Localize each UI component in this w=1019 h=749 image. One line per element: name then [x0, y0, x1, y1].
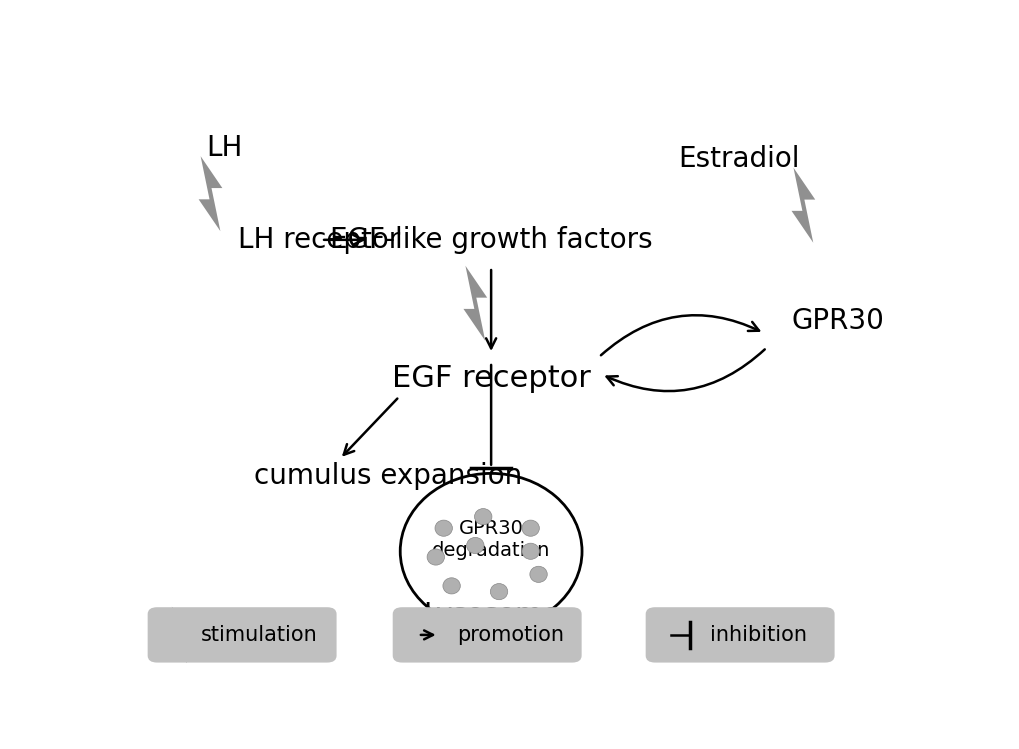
- Ellipse shape: [522, 543, 539, 560]
- Text: cumulus expansion: cumulus expansion: [254, 462, 522, 491]
- Ellipse shape: [427, 549, 444, 565]
- Ellipse shape: [490, 583, 507, 600]
- Polygon shape: [199, 157, 222, 231]
- Ellipse shape: [434, 520, 452, 536]
- Polygon shape: [791, 168, 814, 243]
- Text: promotion: promotion: [458, 625, 564, 645]
- Polygon shape: [463, 266, 487, 341]
- FancyBboxPatch shape: [148, 607, 336, 663]
- Text: EGF-like growth factors: EGF-like growth factors: [329, 226, 652, 254]
- Ellipse shape: [442, 577, 460, 594]
- Polygon shape: [170, 607, 187, 663]
- Text: LH receptor: LH receptor: [238, 226, 400, 254]
- Text: Estradiol: Estradiol: [678, 145, 799, 173]
- Ellipse shape: [529, 566, 547, 583]
- FancyBboxPatch shape: [645, 607, 834, 663]
- Text: GPR30
degradation: GPR30 degradation: [431, 519, 550, 560]
- FancyBboxPatch shape: [392, 607, 581, 663]
- Text: inhibition: inhibition: [710, 625, 807, 645]
- Text: GPR30: GPR30: [791, 306, 883, 335]
- Ellipse shape: [466, 538, 484, 554]
- Ellipse shape: [522, 520, 539, 536]
- Text: stimulation: stimulation: [201, 625, 317, 645]
- Text: EGF receptor: EGF receptor: [391, 364, 590, 392]
- Ellipse shape: [474, 509, 491, 525]
- Text: Lysosome: Lysosome: [423, 601, 558, 628]
- Text: LH: LH: [206, 133, 243, 162]
